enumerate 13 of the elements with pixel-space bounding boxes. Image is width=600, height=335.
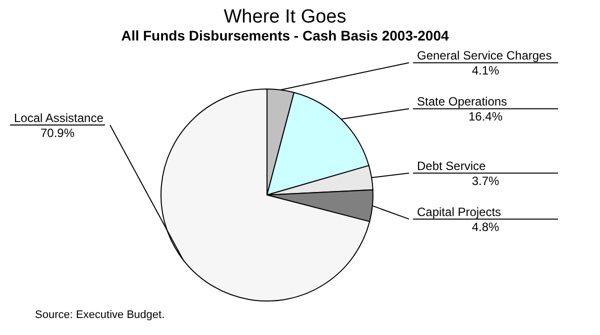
data-label: 70.9%	[40, 126, 75, 140]
slice-label: General Service Charges	[417, 48, 552, 63]
chart-subtitle: All Funds Disbursements - Cash Basis 2003-2004	[121, 28, 449, 44]
data-label: 4.8%	[472, 220, 500, 234]
slice-label: Capital Projects	[417, 205, 502, 220]
data-label: 4.1%	[472, 64, 500, 78]
source-note: Source: Executive Budget.	[35, 309, 165, 321]
slice-label: Debt Service	[417, 159, 486, 174]
data-label: 16.4%	[468, 110, 503, 124]
chart-title: Where It Goes	[224, 6, 346, 28]
slice-label: State Operations	[417, 94, 508, 109]
data-label: 3.7%	[472, 174, 500, 188]
slice-label: Local Assistance	[14, 111, 104, 125]
